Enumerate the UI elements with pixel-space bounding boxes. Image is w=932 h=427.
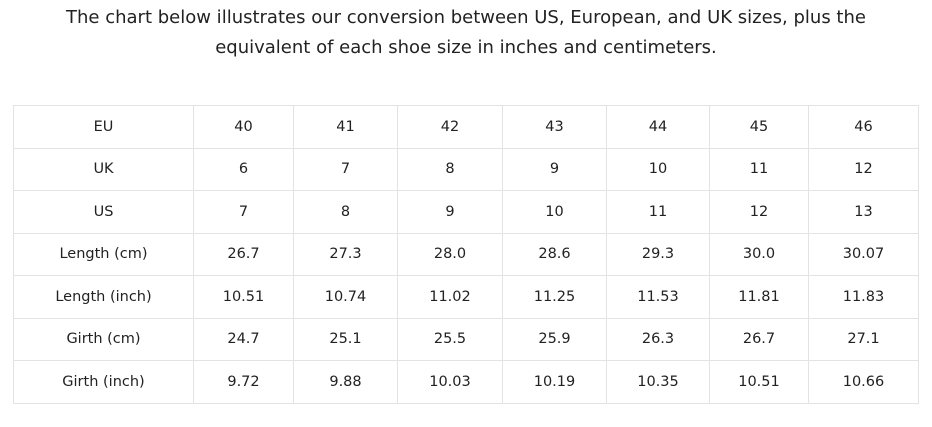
table-cell: 13 <box>808 190 919 234</box>
table-cell: 7 <box>193 190 294 234</box>
table-cell: 6 <box>193 147 294 191</box>
table-cell: 29.3 <box>606 232 710 276</box>
table-cell: 11.02 <box>397 275 503 319</box>
table-cell: 11.81 <box>709 275 809 319</box>
table-cell: 40 <box>193 105 294 149</box>
table-cell: 12 <box>709 190 809 234</box>
table-cell: 10.66 <box>808 360 919 404</box>
table-cell: 9 <box>502 147 607 191</box>
table-cell: 30.0 <box>709 232 809 276</box>
size-table: EU 40 41 42 43 44 45 46 UK 6 7 8 9 10 11 12 US 7 8 9 10 11 12 1… <box>13 105 919 404</box>
table-cell: 28.6 <box>502 232 607 276</box>
table-cell: 25.1 <box>293 317 398 361</box>
table-cell: 11 <box>709 147 809 191</box>
table-cell: 30.07 <box>808 232 919 276</box>
table-cell: 45 <box>709 105 809 149</box>
table-cell: 10 <box>502 190 607 234</box>
row-label: Girth (inch) <box>13 360 194 404</box>
table-cell: 11.25 <box>502 275 607 319</box>
table-cell: 25.5 <box>397 317 503 361</box>
row-label: Length (inch) <box>13 275 194 319</box>
table-cell: 11.83 <box>808 275 919 319</box>
row-label: Girth (cm) <box>13 317 194 361</box>
table-cell: 12 <box>808 147 919 191</box>
table-cell: 9 <box>397 190 503 234</box>
table-cell: 9.88 <box>293 360 398 404</box>
table-cell: 44 <box>606 105 710 149</box>
row-label: US <box>13 190 194 234</box>
table-cell: 7 <box>293 147 398 191</box>
table-cell: 9.72 <box>193 360 294 404</box>
table-row: EU 40 41 42 43 44 45 46 <box>13 105 919 149</box>
table-row: Girth (inch) 9.72 9.88 10.03 10.19 10.35 10.51… <box>13 360 919 404</box>
table-cell: 28.0 <box>397 232 503 276</box>
table-cell: 41 <box>293 105 398 149</box>
table-cell: 46 <box>808 105 919 149</box>
table-cell: 43 <box>502 105 607 149</box>
row-label: EU <box>13 105 194 149</box>
table-cell: 8 <box>293 190 398 234</box>
table-cell: 10.51 <box>709 360 809 404</box>
table-cell: 10.51 <box>193 275 294 319</box>
row-label: UK <box>13 147 194 191</box>
table-cell: 11 <box>606 190 710 234</box>
table-cell: 25.9 <box>502 317 607 361</box>
table-cell: 10.19 <box>502 360 607 404</box>
table-cell: 26.3 <box>606 317 710 361</box>
table-cell: 42 <box>397 105 503 149</box>
table-body: EU 40 41 42 43 44 45 46 UK 6 7 8 9 10 11 12 US 7 8 9 10 11 12 1… <box>13 105 919 404</box>
table-row: UK 6 7 8 9 10 11 12 <box>13 147 919 191</box>
row-label: Length (cm) <box>13 232 194 276</box>
table-cell: 10.03 <box>397 360 503 404</box>
table-cell: 27.3 <box>293 232 398 276</box>
table-cell: 10.74 <box>293 275 398 319</box>
table-row: Girth (cm) 24.7 25.1 25.5 25.9 26.3 26.7 27.1 <box>13 317 919 361</box>
table-row: US 7 8 9 10 11 12 13 <box>13 190 919 234</box>
page: The chart below illustrates our conversi… <box>0 3 932 427</box>
intro-text: The chart below illustrates our conversi… <box>66 7 866 58</box>
table-cell: 26.7 <box>193 232 294 276</box>
table-cell: 11.53 <box>606 275 710 319</box>
table-cell: 27.1 <box>808 317 919 361</box>
table-row: Length (cm) 26.7 27.3 28.0 28.6 29.3 30.0 30.07 <box>13 232 919 276</box>
table-cell: 10.35 <box>606 360 710 404</box>
table-row: Length (inch) 10.51 10.74 11.02 11.25 11.53 11… <box>13 275 919 319</box>
table-cell: 10 <box>606 147 710 191</box>
table-cell: 8 <box>397 147 503 191</box>
table-cell: 26.7 <box>709 317 809 361</box>
table-cell: 24.7 <box>193 317 294 361</box>
